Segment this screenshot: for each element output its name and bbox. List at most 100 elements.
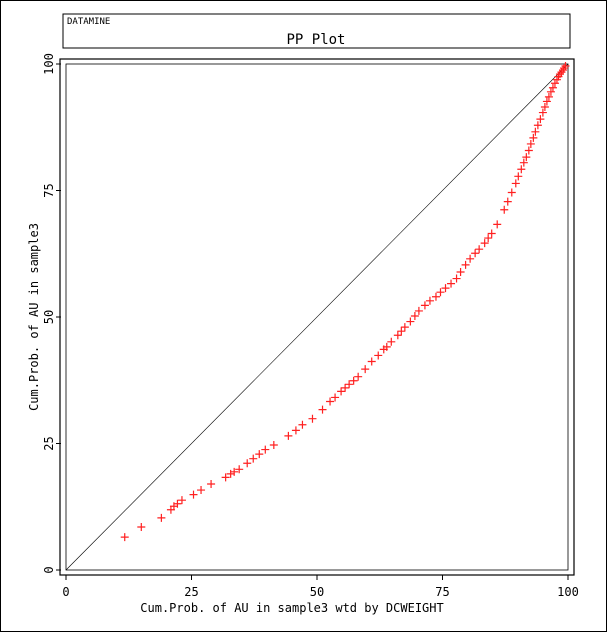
data-point — [431, 292, 440, 301]
data-point — [487, 229, 496, 238]
data-point — [546, 87, 555, 96]
reference-line-y-equals-x — [65, 63, 569, 571]
data-point — [318, 405, 327, 414]
data-point — [480, 239, 489, 248]
data-point — [507, 188, 516, 197]
data-point — [441, 284, 450, 293]
y-tick-label: 100 — [42, 53, 56, 75]
data-point — [326, 397, 335, 406]
data-point — [173, 499, 182, 508]
data-points — [120, 62, 570, 542]
data-point — [522, 153, 531, 162]
data-point — [393, 331, 402, 340]
x-tick-label: 75 — [435, 585, 449, 599]
data-point — [555, 70, 564, 79]
data-point — [447, 279, 456, 288]
x-tick-label: 100 — [557, 585, 579, 599]
data-point — [436, 288, 445, 297]
data-point — [475, 245, 484, 254]
x-tick-label: 50 — [310, 585, 324, 599]
data-point — [197, 486, 206, 495]
y-tick-label: 50 — [42, 310, 56, 324]
data-point — [400, 323, 409, 332]
y-axis-label: Cum.Prob. of AU in sample3 — [27, 223, 41, 411]
data-point — [120, 533, 129, 542]
data-point — [374, 351, 383, 360]
data-point — [349, 376, 358, 385]
data-point — [517, 165, 526, 174]
data-point — [337, 387, 346, 396]
data-point — [524, 146, 533, 155]
x-tick-label: 0 — [62, 585, 69, 599]
data-point — [221, 473, 230, 482]
data-point — [137, 522, 146, 531]
data-point — [367, 357, 376, 366]
header-box — [62, 13, 571, 49]
data-point — [189, 490, 198, 499]
y-tick-label: 0 — [42, 566, 56, 573]
data-point — [230, 467, 239, 476]
data-point — [249, 454, 258, 463]
data-point — [354, 372, 363, 381]
data-point — [544, 92, 553, 101]
y-axis: 0 25 50 75 100 — [42, 53, 61, 574]
data-point — [536, 115, 545, 124]
data-point — [456, 267, 465, 276]
data-point — [291, 426, 300, 435]
data-point — [503, 197, 512, 206]
data-point — [420, 301, 429, 310]
data-point — [331, 393, 340, 402]
data-point — [471, 249, 480, 258]
data-point — [341, 383, 350, 392]
x-axis: 0 25 50 75 100 — [62, 575, 579, 599]
data-point — [255, 450, 264, 459]
data-point — [550, 79, 559, 88]
data-point — [406, 317, 415, 326]
data-point — [361, 365, 370, 374]
data-point — [526, 139, 535, 148]
data-point — [558, 66, 567, 75]
data-point — [533, 121, 542, 130]
data-point — [387, 337, 396, 346]
data-point — [514, 172, 523, 181]
data-point — [269, 441, 278, 450]
data-point — [519, 158, 528, 167]
data-point — [284, 431, 293, 440]
data-point — [500, 205, 509, 214]
data-point — [538, 108, 547, 117]
data-point — [548, 83, 557, 92]
data-point — [466, 254, 475, 263]
data-point — [414, 306, 423, 315]
data-point — [207, 479, 216, 488]
data-point — [308, 414, 317, 423]
x-tick-label: 25 — [184, 585, 198, 599]
data-point — [557, 68, 566, 77]
data-point — [452, 274, 461, 283]
data-point — [529, 133, 538, 142]
data-point — [493, 220, 502, 229]
data-point — [511, 179, 520, 188]
data-point — [540, 103, 549, 112]
data-point — [561, 62, 570, 71]
inner-frame — [65, 63, 569, 571]
data-point — [235, 465, 244, 474]
data-point — [226, 469, 235, 478]
data-point — [542, 97, 551, 106]
data-point — [261, 445, 270, 454]
data-point — [243, 459, 252, 468]
data-point — [382, 342, 391, 351]
data-point — [410, 311, 419, 320]
data-point — [177, 496, 186, 505]
data-point — [484, 234, 493, 243]
x-axis-label: Cum.Prob. of AU in sample3 wtd by DCWEIG… — [140, 601, 443, 615]
data-point — [425, 296, 434, 305]
data-point — [559, 64, 568, 73]
data-point — [298, 420, 307, 429]
data-point — [345, 380, 354, 389]
brand-label: DATAMINE — [67, 17, 110, 27]
data-point — [531, 127, 540, 136]
data-point — [461, 260, 470, 269]
y-tick-label: 25 — [42, 436, 56, 450]
